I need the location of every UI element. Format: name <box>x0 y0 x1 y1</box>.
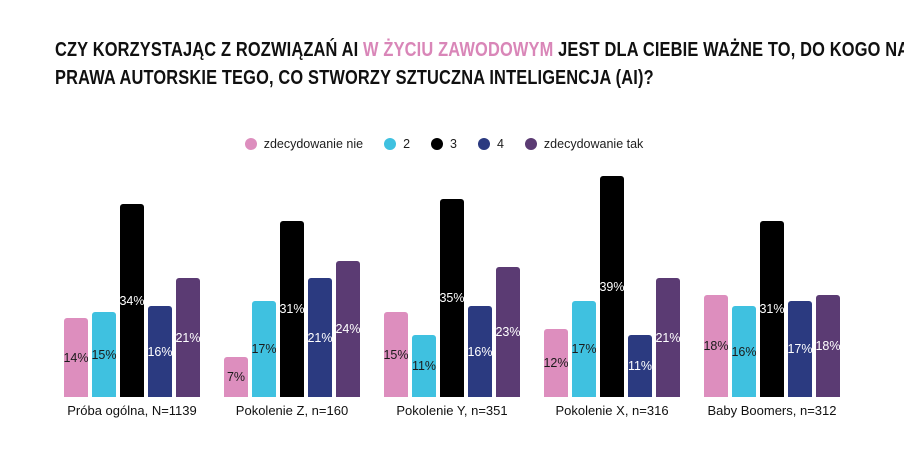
bar: 34% <box>119 204 145 397</box>
bar-cluster: 15% 11% 35% 16% 23% <box>383 172 521 397</box>
bar-value-label: 24% <box>335 322 361 336</box>
bar-value-label: 14% <box>63 350 89 365</box>
bar-value-label: 35% <box>439 291 465 305</box>
bar-cluster: 14% 15% 34% 16% 21% <box>63 172 201 397</box>
chart-title: CZY KORZYSTAJĄC Z ROZWIĄZAŃ AI W ŻYCIU Z… <box>55 36 904 92</box>
legend-item: zdecydowanie nie <box>244 137 364 151</box>
bar: 15% <box>383 312 409 397</box>
bar: 35% <box>439 199 465 397</box>
bar: 14% <box>63 318 89 397</box>
legend-label: 2 <box>403 137 411 151</box>
bar: 18% <box>815 295 841 397</box>
bar-groups: 14% 15% 34% 16% 21% Próba ogólna, N=1139 7% 17%… <box>0 172 904 418</box>
bar-chart: 14% 15% 34% 16% 21% Próba ogólna, N=1139 7% 17%… <box>0 172 904 418</box>
bar: 17% <box>251 301 277 397</box>
bar-group: 14% 15% 34% 16% 21% Próba ogólna, N=1139 <box>63 172 201 418</box>
bar-value-label: 34% <box>119 293 145 308</box>
bar-value-label: 17% <box>571 342 597 356</box>
group-label: Próba ogólna, N=1139 <box>67 403 197 418</box>
bar-value-label: 23% <box>495 325 521 339</box>
legend-swatch-icon <box>477 138 490 150</box>
legend: zdecydowanie nie 2 3 4 zdecydowanie tak <box>0 137 888 151</box>
bar-value-label: 11% <box>411 359 437 373</box>
bar-cluster: 12% 17% 39% 11% 21% <box>543 172 681 397</box>
group-label: Baby Boomers, n=312 <box>707 403 837 418</box>
legend-item: 4 <box>477 137 504 151</box>
legend-item: 3 <box>431 137 457 151</box>
bar: 21% <box>655 278 681 397</box>
title-line-1: CZY KORZYSTAJĄC Z ROZWIĄZAŃ AI W ŻYCIU Z… <box>55 36 904 64</box>
title-highlight: W ŻYCIU ZAWODOWYM <box>363 38 554 61</box>
bar-value-label: 18% <box>815 339 841 353</box>
bar-group: 7% 17% 31% 21% 24% Pokolenie Z, n=160 <box>223 172 361 418</box>
bar-value-label: 39% <box>599 279 625 294</box>
legend-label: 4 <box>496 137 504 151</box>
bar-value-label: 31% <box>279 302 305 316</box>
bar-value-label: 16% <box>731 344 757 359</box>
bar-group: 15% 11% 35% 16% 23% Pokolenie Y, n=351 <box>383 172 521 418</box>
bar: 31% <box>279 221 305 397</box>
bar-value-label: 17% <box>787 342 813 356</box>
legend-label: zdecydowanie tak <box>543 137 644 151</box>
bar-value-label: 7% <box>226 370 246 384</box>
legend-swatch-icon <box>431 138 444 150</box>
bar: 31% <box>759 221 785 397</box>
bar: 15% <box>91 312 117 397</box>
bar: 24% <box>335 261 361 397</box>
bar: 16% <box>467 306 493 397</box>
bar-value-label: 12% <box>543 356 569 370</box>
legend-swatch-icon <box>244 138 257 150</box>
bar-value-label: 16% <box>147 344 173 359</box>
legend-label: zdecydowanie nie <box>263 137 364 151</box>
title-text-pre: CZY KORZYSTAJĄC Z ROZWIĄZAŃ AI <box>55 38 364 61</box>
group-label: Pokolenie Z, n=160 <box>235 403 349 418</box>
group-label: Pokolenie Y, n=351 <box>396 403 508 418</box>
bar-value-label: 21% <box>655 330 681 345</box>
bar: 17% <box>571 301 597 397</box>
bar-cluster: 7% 17% 31% 21% 24% <box>223 172 361 397</box>
bar: 12% <box>543 329 569 397</box>
bar-value-label: 21% <box>307 330 333 345</box>
legend-item: 2 <box>384 137 410 151</box>
bar-value-label: 15% <box>91 347 117 362</box>
bar: 23% <box>495 267 521 397</box>
legend-label: 3 <box>450 137 457 151</box>
bar: 17% <box>787 301 813 397</box>
bar: 16% <box>147 306 173 397</box>
bar-value-label: 31% <box>759 302 785 316</box>
bar-value-label: 11% <box>627 359 653 373</box>
bar-value-label: 17% <box>251 342 277 356</box>
group-label: Pokolenie X, n=316 <box>555 403 669 418</box>
bar-group: 12% 17% 39% 11% 21% Pokolenie X, n=316 <box>543 172 681 418</box>
bar: 11% <box>628 335 652 397</box>
bar: 21% <box>175 278 201 397</box>
title-line-2: PRAWA AUTORSKIE TEGO, CO STWORZY SZTUCZN… <box>55 66 654 89</box>
bar-value-label: 15% <box>383 347 409 362</box>
bar: 39% <box>599 176 625 397</box>
legend-item: zdecydowanie tak <box>524 137 644 151</box>
title-text-post: JEST DLA CIEBIE WAŻNE TO, DO KOGO NALEŻĄ <box>558 38 904 61</box>
bar: 7% <box>224 357 248 397</box>
bar-group: 18% 16% 31% 17% 18% Baby Boomers, n=312 <box>703 172 841 418</box>
legend-swatch-icon <box>524 138 537 150</box>
bar: 21% <box>307 278 333 397</box>
bar-cluster: 18% 16% 31% 17% 18% <box>703 172 841 397</box>
bar-value-label: 16% <box>467 344 493 359</box>
bar: 11% <box>412 335 436 397</box>
bar-value-label: 18% <box>703 339 729 353</box>
bar: 18% <box>703 295 729 397</box>
legend-swatch-icon <box>384 138 397 150</box>
bar: 16% <box>731 306 757 397</box>
bar-value-label: 21% <box>175 330 201 345</box>
